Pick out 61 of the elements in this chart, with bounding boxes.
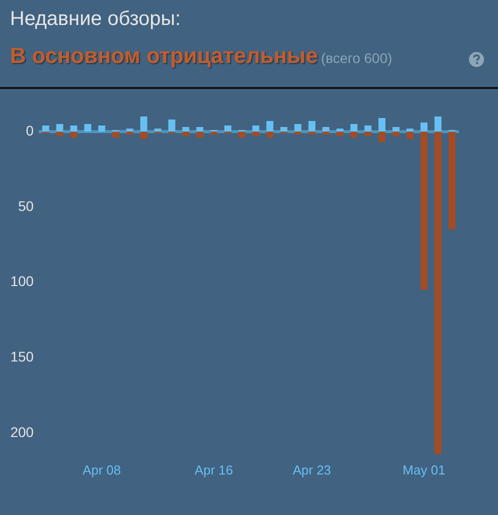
bar — [420, 122, 428, 132]
y-tick-label: 0 — [26, 122, 34, 138]
bar — [266, 121, 274, 132]
bar — [378, 132, 386, 142]
bar — [308, 132, 316, 135]
bar — [196, 127, 204, 132]
bar — [448, 132, 456, 230]
y-tick-label: 200 — [10, 424, 34, 440]
y-tick-label: 100 — [10, 273, 34, 290]
bar — [196, 132, 204, 138]
bar — [154, 128, 162, 132]
x-tick-label: Apr 23 — [292, 462, 332, 478]
bar — [336, 128, 344, 132]
bar — [294, 124, 302, 132]
bar — [294, 132, 302, 135]
bar — [406, 132, 414, 140]
x-tick-label: Apr 08 — [82, 462, 121, 478]
bar — [420, 132, 428, 290]
bar — [308, 121, 316, 132]
bar — [266, 132, 274, 138]
bar — [434, 116, 442, 132]
bar — [182, 132, 190, 136]
bar — [182, 127, 190, 132]
bar — [406, 128, 414, 132]
bar — [126, 128, 134, 132]
bar — [168, 120, 176, 132]
bar — [140, 116, 148, 132]
bar — [210, 132, 218, 135]
x-tick-label: May 01 — [402, 462, 446, 478]
chart-subtitle: В основном отрицательные — [10, 43, 318, 68]
bar — [252, 132, 260, 136]
bar — [252, 126, 260, 132]
x-tick-label: Apr 16 — [194, 462, 233, 478]
bar — [56, 124, 64, 132]
bar — [126, 132, 134, 135]
bar — [84, 124, 92, 132]
bar — [238, 132, 246, 138]
bar — [364, 132, 372, 136]
chart-title: Недавние обзоры: — [10, 8, 181, 31]
bar — [112, 132, 120, 138]
bar — [364, 126, 372, 132]
bar — [70, 126, 78, 132]
y-tick-label: 150 — [10, 348, 34, 364]
bar — [392, 127, 400, 132]
y-tick-label: 50 — [18, 198, 34, 214]
bar — [392, 132, 400, 136]
text: (всего 600) — [320, 50, 392, 66]
bar — [350, 132, 358, 138]
bar — [434, 132, 442, 454]
bar — [98, 126, 106, 132]
bar — [322, 132, 330, 135]
bar — [280, 127, 288, 132]
bar — [56, 132, 64, 136]
bar — [378, 118, 386, 132]
bar — [140, 132, 148, 140]
bar — [42, 126, 50, 132]
bar — [350, 124, 358, 132]
bar — [322, 127, 330, 132]
bar — [70, 132, 78, 138]
bar — [336, 132, 344, 136]
bar — [224, 126, 232, 132]
